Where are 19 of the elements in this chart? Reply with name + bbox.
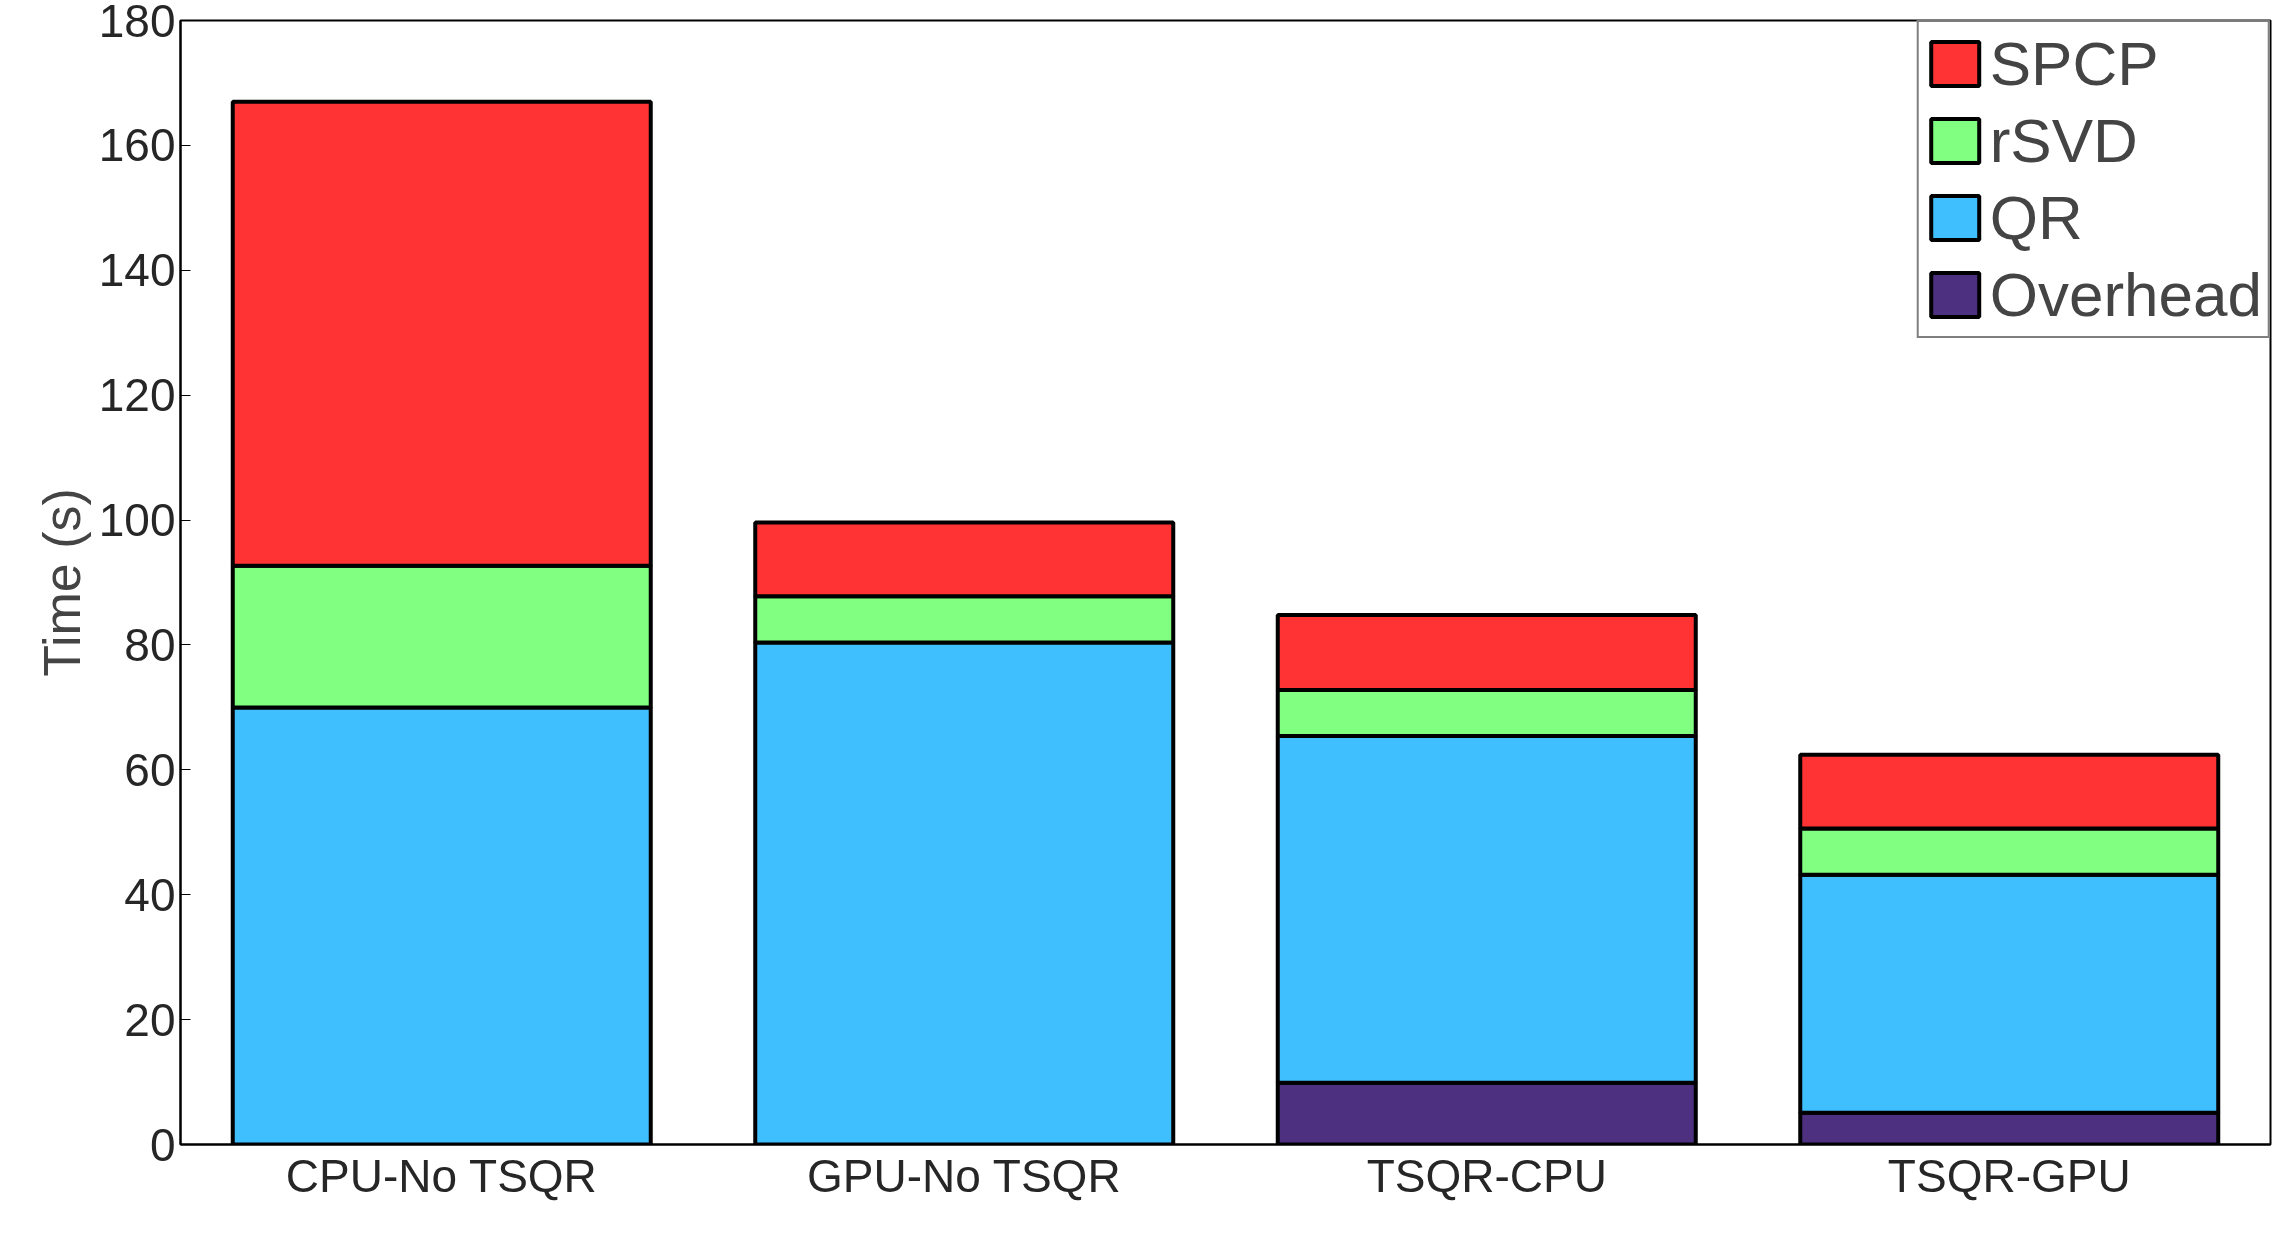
x-tick-label: TSQR-CPU (1366, 1149, 1607, 1202)
legend-label: QR (1989, 182, 2083, 253)
y-tick-label: 180 (98, 0, 176, 47)
legend-label: rSVD (1989, 105, 2138, 176)
x-tick-label: CPU-No TSQR (285, 1149, 597, 1202)
y-tick-label: 60 (124, 743, 176, 796)
y-tick-label: 160 (98, 119, 176, 172)
y-tick-label: 40 (124, 868, 176, 921)
x-tick-label: TSQR-GPU (1887, 1149, 2131, 1202)
y-tick-label: 120 (98, 369, 176, 422)
y-tick-label: 0 (149, 1118, 176, 1171)
y-tick-label: 140 (98, 244, 176, 297)
legend-label: Overhead (1989, 259, 2262, 330)
y-tick-label: 80 (124, 618, 176, 671)
y-tick-label: 100 (98, 494, 176, 547)
y-tick-label: 20 (124, 993, 176, 1046)
x-tick-label: GPU-No TSQR (807, 1149, 1121, 1202)
legend-label: SPCP (1989, 28, 2159, 99)
y-axis-title: Time (s) (32, 488, 91, 677)
